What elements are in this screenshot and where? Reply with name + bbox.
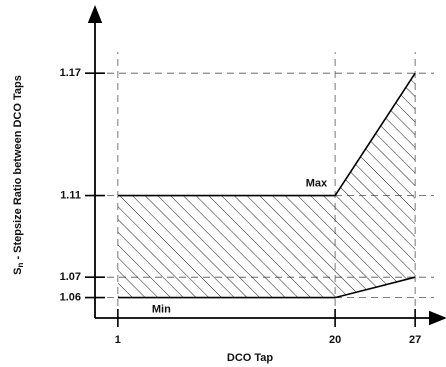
y-axis-label: Sn - Stepsize Ratio between DCO Taps [12, 75, 25, 275]
y-tick-label: 1.17 [60, 67, 81, 79]
y-label-symbol: S [12, 268, 24, 275]
x-tick-label: 20 [329, 334, 341, 346]
x-axis-label: DCO Tap [227, 352, 274, 364]
y-label-subscript: n [16, 263, 25, 268]
y-tick-label: 1.07 [60, 271, 81, 283]
series-line [117, 72, 416, 197]
y-tick-label: 1.06 [60, 292, 81, 304]
line-label: Max [306, 178, 328, 190]
x-tick-label: 27 [409, 334, 421, 346]
series-line [117, 276, 416, 299]
x-tick-label: 1 [115, 334, 121, 346]
y-tick-label: 1.11 [60, 190, 81, 202]
y-label-text: - Stepsize Ratio between DCO Taps [12, 75, 24, 262]
line-label: Min [152, 304, 171, 316]
hatched-region [117, 73, 416, 298]
